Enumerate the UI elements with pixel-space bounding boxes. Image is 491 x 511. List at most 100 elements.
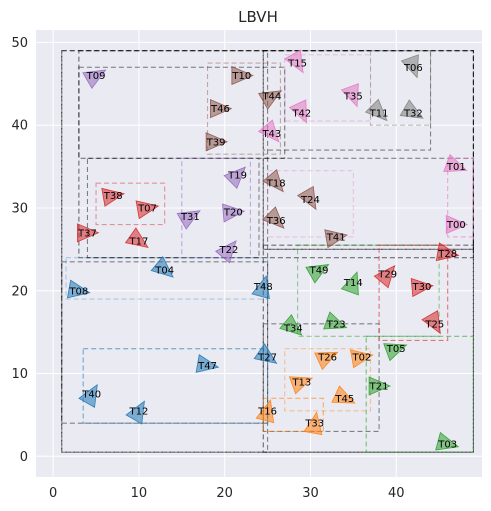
task-marker (364, 98, 388, 122)
task-marker (324, 229, 349, 249)
task-marker (340, 271, 359, 296)
y-tick-label: 0 (20, 450, 28, 465)
task-marker (82, 69, 107, 90)
task-marker (284, 49, 304, 74)
task-marker (399, 99, 424, 119)
task-marker (253, 343, 278, 364)
task-label: T22 (219, 245, 239, 256)
task-marker (340, 83, 359, 108)
bounding-box (65, 257, 269, 300)
task-label: T33 (304, 419, 324, 430)
bounding-box (95, 182, 166, 226)
task-label: T47 (197, 361, 217, 372)
task-label: T18 (266, 179, 286, 190)
task-marker (78, 383, 98, 409)
bounding-box (284, 54, 372, 122)
x-tick-label: 40 (388, 486, 405, 501)
task-label: T34 (283, 324, 303, 335)
task-marker (410, 277, 434, 298)
bounding-box (369, 50, 432, 126)
task-label: T35 (343, 92, 363, 103)
task-marker (258, 90, 283, 110)
task-marker (421, 310, 441, 335)
task-label: T09 (86, 71, 106, 82)
task-marker (222, 203, 246, 223)
task-label: T19 (227, 170, 247, 181)
task-marker (435, 431, 460, 451)
y-tick-label: 40 (11, 119, 28, 134)
task-label: T15 (287, 59, 307, 70)
task-marker (262, 168, 284, 193)
task-label: T48 (253, 282, 273, 293)
task-label: T23 (326, 319, 346, 330)
task-label: T40 (81, 390, 101, 401)
task-label: T01 (446, 162, 466, 173)
task-marker (150, 256, 174, 278)
task-label: T06 (403, 63, 423, 74)
task-label: T00 (446, 220, 466, 231)
task-marker (135, 200, 160, 220)
bounding-box (365, 335, 474, 453)
task-marker (231, 65, 254, 86)
task-label: T45 (334, 394, 354, 405)
task-label: T38 (103, 191, 123, 202)
task-marker (262, 206, 285, 229)
task-label: T14 (343, 278, 363, 289)
task-marker (279, 313, 303, 336)
task-marker (368, 376, 392, 396)
task-marker (210, 99, 233, 119)
bounding-box (181, 157, 251, 259)
task-label: T11 (369, 108, 389, 119)
bounding-box (297, 244, 440, 337)
bounding-box (447, 157, 474, 238)
task-label: T08 (68, 286, 88, 297)
y-tick-label: 20 (11, 284, 28, 299)
task-marker (373, 264, 396, 289)
task-marker (195, 353, 220, 373)
x-tick-label: 0 (49, 486, 57, 501)
task-label: T17 (129, 237, 149, 248)
task-label: T03 (437, 439, 457, 450)
task-label: T28 (437, 249, 457, 260)
task-label: T04 (154, 266, 174, 277)
task-marker (445, 214, 469, 235)
task-marker (323, 311, 348, 330)
task-labels: T00 T01 T02 T03 T04 T05 T06 T07 T08 T09 T10 T11 T12 T… (68, 59, 465, 451)
task-marker (383, 343, 408, 362)
task-marker (125, 400, 145, 425)
task-marker (257, 119, 280, 143)
bounding-box (262, 157, 474, 250)
task-marker (255, 399, 275, 424)
task-label: T27 (257, 352, 277, 363)
task-marker (435, 242, 460, 262)
task-marker (101, 187, 126, 207)
x-tick-label: 30 (302, 486, 319, 501)
task-label: T30 (412, 282, 432, 293)
task-label: T42 (291, 108, 311, 119)
y-axis-ticks: 0 10 20 30 40 50 (11, 36, 28, 465)
task-label: T37 (77, 228, 97, 239)
y-tick-label: 10 (11, 367, 28, 382)
task-marker (77, 223, 100, 243)
y-tick-label: 50 (11, 36, 28, 51)
task-label: T36 (266, 216, 286, 227)
task-marker (443, 153, 468, 173)
task-markers (66, 49, 469, 451)
task-marker (350, 349, 374, 369)
x-axis-ticks: 0 10 20 30 40 (49, 486, 404, 501)
x-tick-label: 10 (131, 486, 148, 501)
task-marker (176, 210, 201, 230)
x-tick-label: 20 (216, 486, 233, 501)
task-label: T29 (377, 270, 397, 281)
task-label: T21 (369, 381, 389, 392)
task-label: T44 (261, 92, 281, 103)
task-marker (314, 351, 339, 371)
bounding-box (86, 157, 260, 259)
bounding-box (262, 50, 474, 250)
task-label: T05 (386, 344, 406, 355)
task-label: T32 (403, 108, 423, 119)
task-label: T24 (300, 195, 320, 206)
task-label: T07 (137, 203, 157, 214)
task-label: T13 (291, 377, 311, 388)
